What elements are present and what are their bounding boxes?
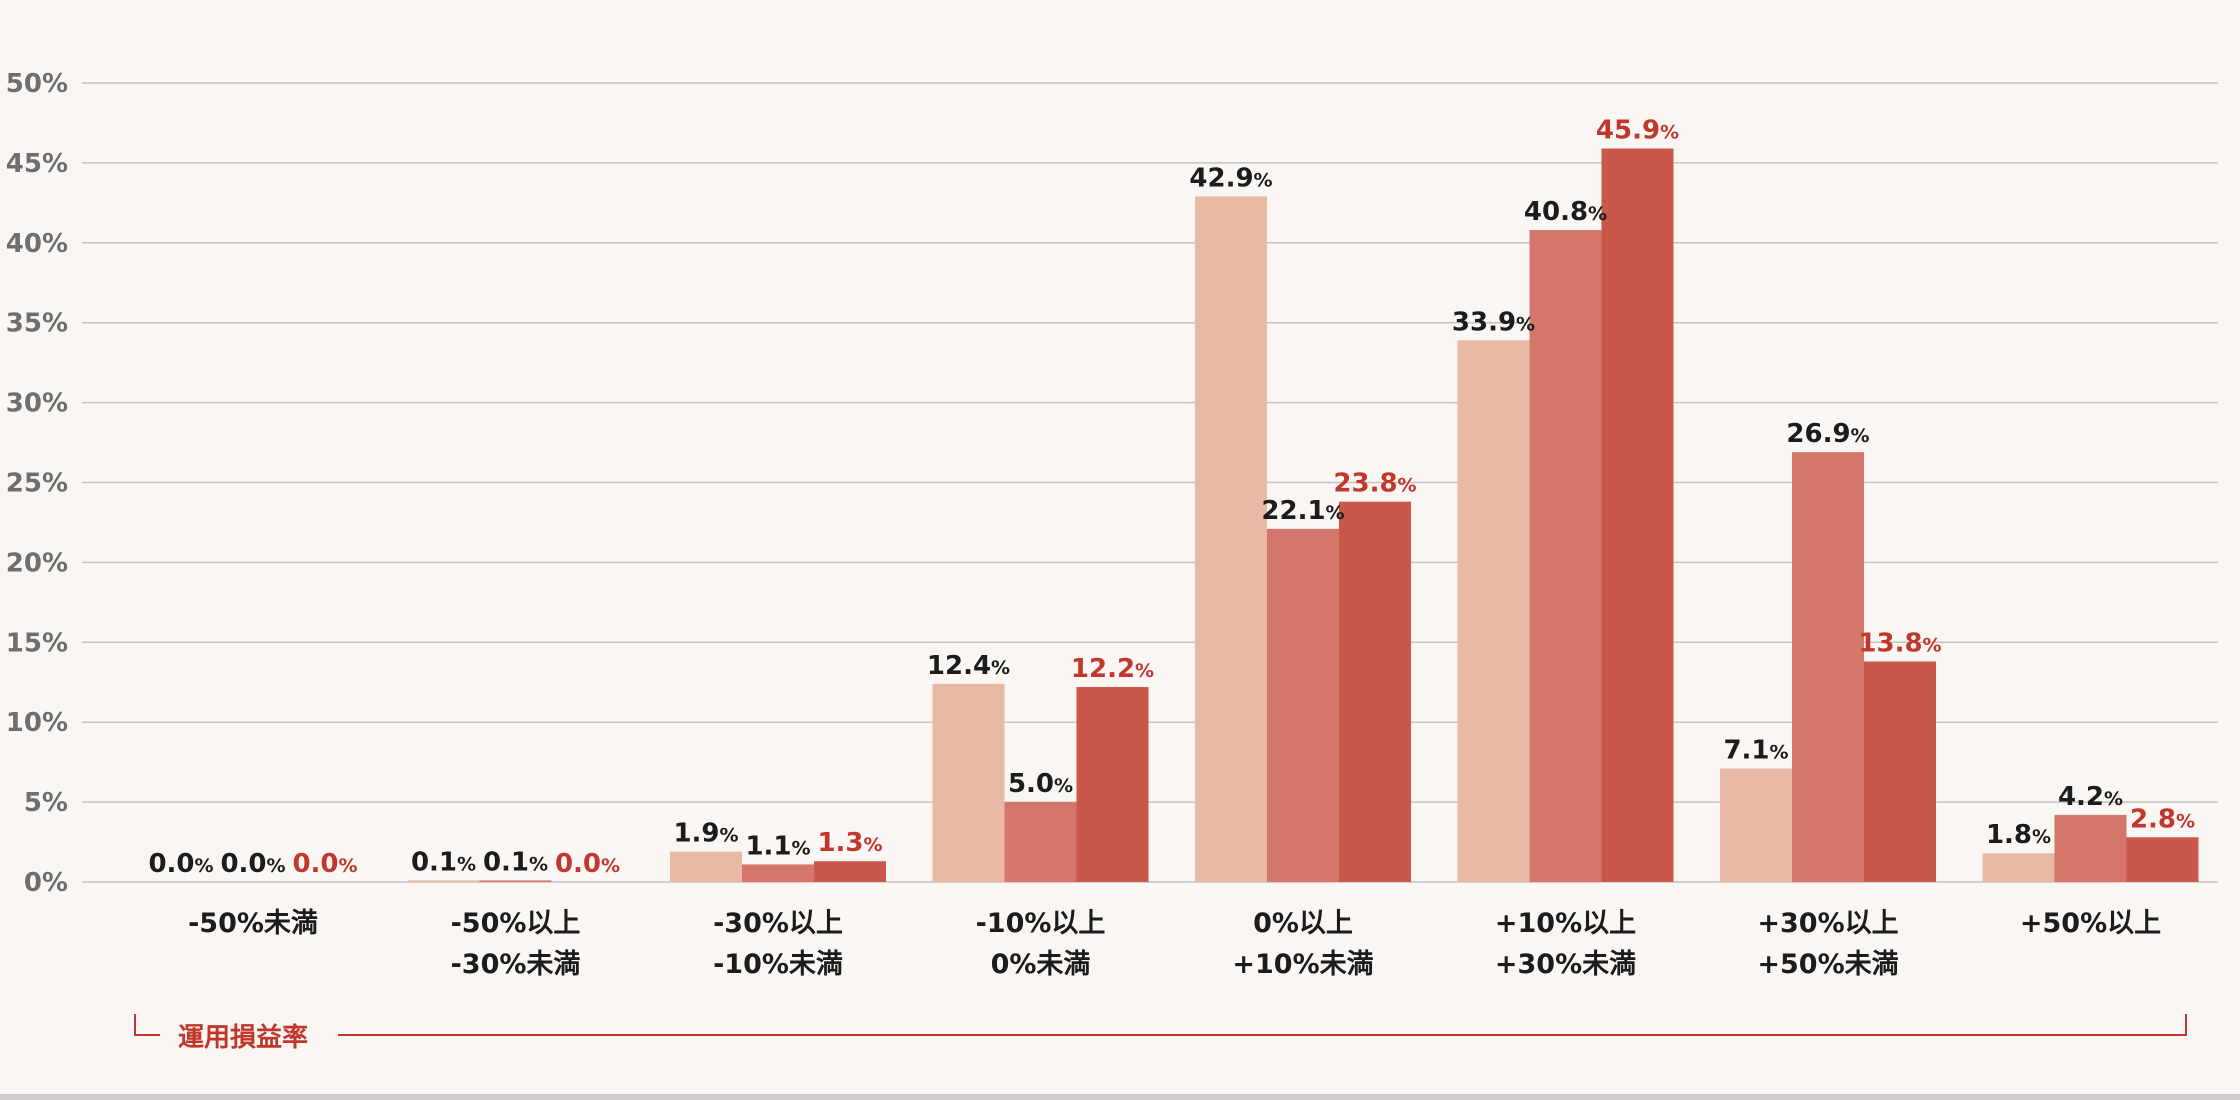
x-tick-label: -10%以上 0%未満 bbox=[976, 908, 1106, 980]
bar bbox=[1267, 528, 1339, 882]
x-tick-label: -30%以上-10%未満 bbox=[713, 908, 843, 980]
data-label: 4.2% bbox=[2058, 782, 2123, 812]
y-tick-label: 15% bbox=[6, 628, 68, 658]
y-tick-label: 0% bbox=[24, 868, 68, 898]
bar bbox=[1982, 853, 2055, 882]
bar bbox=[479, 880, 552, 882]
gridlines bbox=[82, 82, 2218, 883]
data-label: 22.1% bbox=[1261, 496, 1344, 526]
data-label: 45.9% bbox=[1596, 116, 1679, 146]
bar bbox=[1339, 501, 1411, 882]
bar bbox=[1601, 148, 1674, 882]
x-axis: -50%未満 -50%以上-30%未満 -30%以上-10%未満 -10%以上 0%未満… bbox=[188, 908, 2161, 980]
data-label: 1.9% bbox=[673, 819, 738, 849]
bar bbox=[1720, 768, 1792, 882]
bar bbox=[1076, 687, 1149, 882]
bar bbox=[2126, 837, 2199, 882]
data-label: 1.3% bbox=[817, 828, 882, 858]
y-axis: 0% 5% 10% 15% 20% 25% 30% 35% 40% 45% 50% bbox=[6, 69, 68, 898]
data-label: 26.9% bbox=[1786, 419, 1869, 449]
data-label: 12.4% bbox=[927, 651, 1010, 681]
data-label: 0.0% bbox=[555, 849, 620, 879]
bar bbox=[742, 864, 814, 882]
x-axis-label: 運用損益率 bbox=[178, 1022, 308, 1053]
x-tick-label: +10%以上+30%未満 bbox=[1495, 908, 1636, 980]
x-tick-label: -50%以上-30%未満 bbox=[451, 908, 581, 980]
data-label: 2.8% bbox=[2130, 804, 2195, 834]
x-tick-label: +50%以上 bbox=[2020, 908, 2161, 939]
bar bbox=[2054, 814, 2127, 882]
x-tick-label: 0%以上+10%未満 bbox=[1232, 908, 1373, 980]
data-label: 1.8% bbox=[1986, 820, 2051, 850]
data-label: 7.1% bbox=[1723, 736, 1788, 766]
x-tick-label: +30%以上+50%未満 bbox=[1757, 908, 1898, 980]
bar bbox=[932, 683, 1005, 882]
x-tick-label: -50%未満 bbox=[188, 908, 318, 939]
bar bbox=[1792, 452, 1864, 882]
y-tick-label: 10% bbox=[6, 708, 68, 738]
x-axis-bracket-right bbox=[338, 1014, 2187, 1036]
x-axis-bracket: 運用損益率 bbox=[134, 1014, 2187, 1053]
bottom-divider bbox=[0, 1094, 2240, 1100]
bar bbox=[407, 880, 480, 882]
data-label: 5.0% bbox=[1008, 769, 1073, 799]
data-label: 42.9% bbox=[1189, 163, 1272, 193]
y-tick-label: 35% bbox=[6, 309, 68, 339]
data-label: 23.8% bbox=[1333, 469, 1416, 499]
data-label: 0.1% bbox=[411, 847, 476, 877]
bar bbox=[1195, 196, 1267, 882]
bars bbox=[407, 148, 2199, 883]
bar bbox=[1004, 802, 1077, 882]
y-tick-label: 5% bbox=[24, 788, 68, 818]
y-tick-label: 45% bbox=[6, 149, 68, 179]
data-label: 13.8% bbox=[1858, 628, 1941, 658]
data-label: 33.9% bbox=[1452, 307, 1535, 337]
bar bbox=[814, 861, 886, 882]
y-tick-label: 30% bbox=[6, 389, 68, 419]
data-label: 1.1% bbox=[745, 831, 810, 861]
y-tick-label: 50% bbox=[6, 69, 68, 99]
y-tick-label: 40% bbox=[6, 229, 68, 259]
data-label: 0.0% bbox=[220, 849, 285, 879]
x-axis-bracket-left bbox=[134, 1014, 160, 1036]
y-tick-label: 25% bbox=[6, 469, 68, 499]
data-label: 0.1% bbox=[483, 847, 548, 877]
bar bbox=[1457, 340, 1530, 882]
data-label: 0.0% bbox=[292, 849, 357, 879]
data-label: 0.0% bbox=[148, 849, 213, 879]
data-label: 12.2% bbox=[1071, 654, 1154, 684]
bar bbox=[670, 851, 742, 882]
bar bbox=[1864, 661, 1936, 882]
y-tick-label: 20% bbox=[6, 548, 68, 578]
bar bbox=[1529, 230, 1602, 883]
data-label: 40.8% bbox=[1524, 197, 1607, 227]
